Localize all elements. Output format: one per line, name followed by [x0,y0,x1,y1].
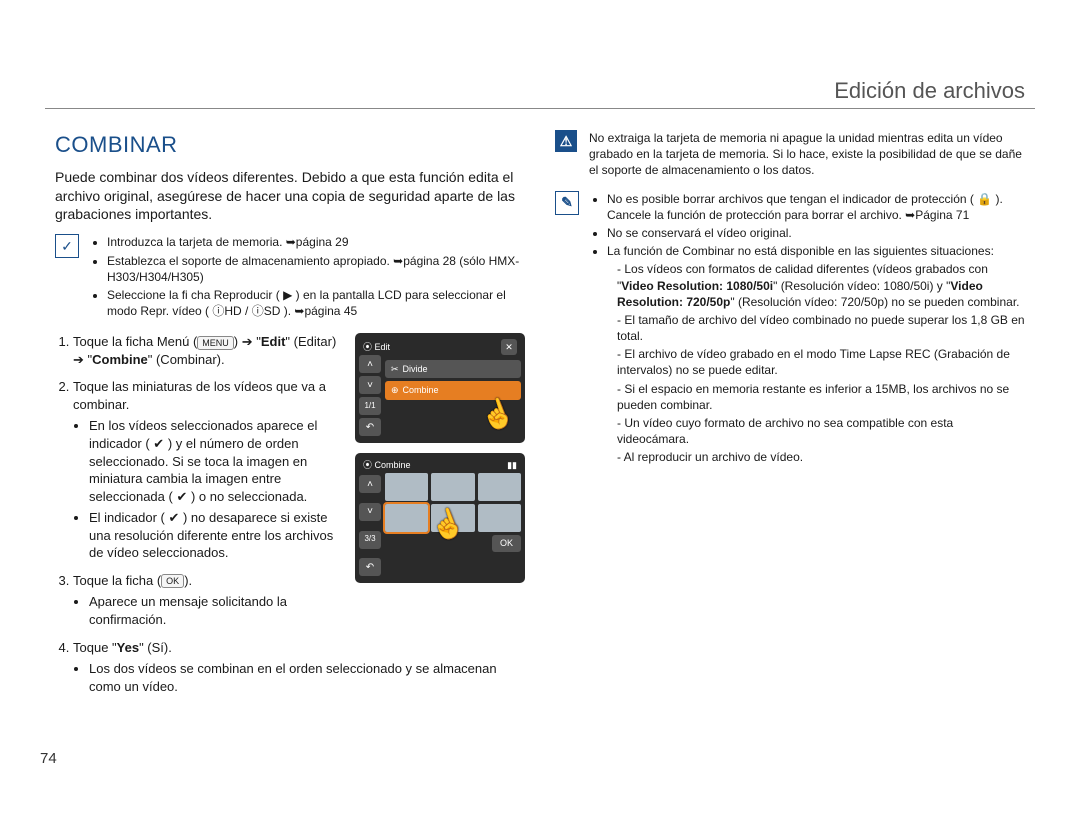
note-sub-item: El archivo de vídeo grabado en el modo T… [617,346,1025,378]
note-item: No es posible borrar archivos que tengan… [607,191,1025,223]
sub-item: Los dos vídeos se combinan en el orden s… [89,660,525,695]
page-number: 74 [40,750,57,767]
precheck-list: Introduzca la tarjeta de memoria. ➥págin… [91,234,525,321]
note-item: La función de Combinar no está disponibl… [607,243,1025,465]
thumb [431,473,474,501]
mock1-pager: 1/1 [359,397,381,415]
menu-button-icon: MENU [197,336,234,350]
right-column: ⚠ No extraiga la tarjeta de memoria ni a… [555,130,1025,787]
menu-row-divide: ✂ Divide [385,360,521,378]
pencil-icon: ✎ [555,191,579,215]
mock1-title: Edit [375,342,391,352]
chapter-title: Edición de archivos [834,78,1025,104]
columns: COMBINAR Puede combinar dos vídeos difer… [55,130,1025,787]
check-icon: ✓ [55,234,79,258]
ok-button-icon: OK [161,574,184,588]
down-icon: ˅ [359,503,381,521]
warning-text: No extraiga la tarjeta de memoria ni apa… [589,130,1025,179]
down-icon: ˅ [359,376,381,394]
page: Edición de archivos COMBINAR Puede combi… [0,0,1080,827]
step-3-sub: Aparece un mensaje solicitando la confir… [73,593,525,628]
note-sub-item: Un vídeo cuyo formato de archivo no sea … [617,415,1025,447]
thumb [385,473,428,501]
battery-icon: ▮▮ [507,459,517,471]
left-column: COMBINAR Puede combinar dos vídeos difer… [55,130,525,787]
thumb [478,504,521,532]
warning-icon: ⚠ [555,130,577,152]
warning-note: ⚠ No extraiga la tarjeta de memoria ni a… [555,130,1025,179]
back-icon: ↶ [359,558,381,576]
note-sub-item: Los vídeos con formatos de calidad difer… [617,261,1025,310]
mock2-title: Combine [375,460,411,470]
ok-button-mock: OK [492,535,521,551]
screenshot-group: ⦿ Edit ✕ ˄ ˅ 1/1 ↶ ✂ Divide ⊕ Combine ☝ [355,333,525,593]
notes-list: No es posible borrar archivos que tengan… [591,191,1025,466]
precheck-box: ✓ Introduzca la tarjeta de memoria. ➥pág… [55,234,525,321]
step-4-sub: Los dos vídeos se combinan en el orden s… [73,660,525,695]
section-title: COMBINAR [55,130,525,160]
precheck-item: Introduzca la tarjeta de memoria. ➥págin… [107,234,525,250]
thumb [478,473,521,501]
note-item: No se conservará el vídeo original. [607,225,1025,241]
lead-text: Puede combinar dos vídeos diferentes. De… [55,168,525,225]
note-sub-item: Si el espacio en memoria restante es inf… [617,381,1025,413]
edit-menu-mock: ⦿ Edit ✕ ˄ ˅ 1/1 ↶ ✂ Divide ⊕ Combine ☝ [355,333,525,443]
precheck-item: Seleccione la fi cha Reproducir ( ▶ ) en… [107,287,525,319]
close-icon: ✕ [501,339,517,355]
notes-block: ✎ No es posible borrar archivos que teng… [555,191,1025,468]
up-icon: ˄ [359,355,381,373]
note-sub-item: El tamaño de archivo del vídeo combinado… [617,312,1025,344]
mock2-pager: 3/3 [359,531,381,549]
combine-thumb-mock: ⦿ Combine ▮▮ ˄ ˅ 3/3 ↶ [355,453,525,583]
sub-item: Aparece un mensaje solicitando la confir… [89,593,525,628]
note-sub-item: Al reproducir un archivo de vídeo. [617,449,1025,465]
top-rule [45,108,1035,109]
notes-sublist: Los vídeos con formatos de calidad difer… [607,261,1025,465]
thumb-selected [385,504,428,532]
step-4: Toque "Yes" (Sí). Los dos vídeos se comb… [73,639,525,696]
precheck-item: Establezca el soporte de almacenamiento … [107,253,525,285]
back-icon: ↶ [359,418,381,436]
notes-body: No es posible borrar archivos que tengan… [591,191,1025,468]
up-icon: ˄ [359,475,381,493]
